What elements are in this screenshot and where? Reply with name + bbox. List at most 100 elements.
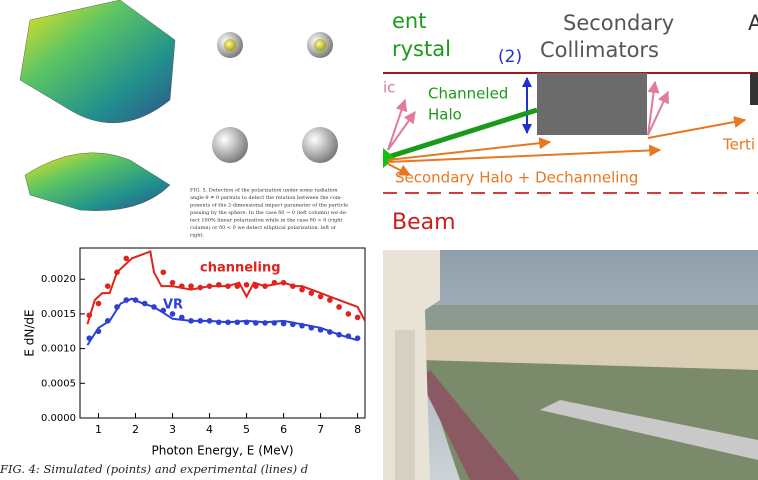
scatter-arrow	[388, 112, 415, 150]
label: Secondary Halo + Dechanneling	[395, 169, 638, 187]
series-point	[105, 318, 111, 324]
series-point	[207, 318, 213, 324]
caption-line: angle θ ≠ 0 permits to detect the relati…	[190, 195, 343, 201]
series-point	[179, 283, 185, 289]
series-point	[216, 282, 222, 288]
collimator	[537, 73, 647, 135]
surface-top	[20, 0, 175, 123]
series-point	[336, 304, 342, 310]
y-tick-label: 0.0000	[41, 413, 76, 424]
series-point	[244, 319, 250, 325]
label: Beam	[392, 210, 456, 235]
series-point	[151, 304, 157, 310]
series-point	[225, 319, 231, 325]
series-point	[114, 269, 120, 275]
series-point	[281, 321, 287, 327]
series-point	[160, 269, 166, 275]
series-point	[355, 335, 361, 341]
series-point	[170, 280, 176, 286]
label: Terti	[722, 136, 755, 154]
series-point	[197, 318, 203, 324]
series-point	[290, 283, 296, 289]
series-point	[346, 333, 352, 339]
series-point	[225, 283, 231, 289]
caption-line: passing by the sphere. In the case δ0 → …	[190, 209, 348, 216]
label: Channeled	[428, 85, 508, 103]
label: Halo	[428, 106, 462, 124]
series-label: VR	[163, 298, 183, 313]
series-point	[86, 335, 92, 341]
series-point	[216, 319, 222, 325]
label: A	[748, 11, 758, 35]
surface-bottom	[25, 153, 170, 211]
y-tick-label: 0.0010	[41, 344, 76, 355]
caption-line: right.	[190, 233, 204, 239]
series-point	[142, 301, 148, 307]
label: (2)	[498, 47, 522, 67]
sphere	[314, 39, 326, 51]
series-point	[197, 285, 203, 291]
collimator	[750, 73, 758, 105]
label: Collimators	[540, 38, 659, 62]
series-point	[207, 283, 213, 289]
series-point	[123, 297, 129, 303]
series-point	[299, 323, 305, 329]
plot-caption: FIG. 4: Simulated (points) and experimen…	[0, 462, 308, 476]
series-point	[133, 297, 139, 303]
series-point	[290, 322, 296, 328]
series-point	[355, 315, 361, 321]
series-point	[253, 320, 259, 326]
collage: FIG. 5. Detection of the polarization un…	[0, 0, 758, 480]
series-point	[253, 283, 259, 289]
series-point	[105, 283, 111, 289]
series-point	[123, 256, 129, 262]
caption-line: FIG. 5. Detection of the polarization un…	[190, 188, 338, 194]
x-tick-label: 6	[280, 423, 287, 436]
caption-line: column) or δ0 < 0 we detect elliptical p…	[190, 224, 337, 231]
sphere	[224, 39, 236, 51]
series-point	[309, 325, 315, 331]
series-point	[318, 294, 324, 300]
series-point	[309, 290, 315, 296]
x-tick-label: 5	[243, 423, 250, 436]
series-point	[346, 311, 352, 317]
series-point	[188, 318, 194, 324]
series-point	[262, 283, 268, 289]
series-label: channeling	[200, 261, 281, 276]
caption-line: ponents of the 2-dimensional impact para…	[190, 203, 348, 209]
sphere	[212, 127, 248, 163]
polarization-figure: FIG. 5. Detection of the polarization un…	[190, 32, 348, 239]
y-axis-label: E dN/dE	[23, 309, 37, 356]
x-tick-label: 8	[354, 423, 361, 436]
series-point	[179, 315, 185, 321]
diagram: ent rystal Secondary Collimators (2) A i…	[383, 9, 758, 235]
series-point	[235, 283, 241, 289]
series-point	[86, 313, 92, 319]
series-line	[87, 299, 357, 345]
scatter-arrow	[388, 100, 405, 150]
series-point	[281, 280, 287, 286]
x-tick-label: 2	[132, 423, 139, 436]
series-point	[235, 319, 241, 325]
sphere	[302, 127, 338, 163]
series-point	[299, 287, 305, 293]
label: ent	[392, 9, 426, 33]
label: ic	[383, 79, 395, 97]
x-tick-label: 3	[169, 423, 176, 436]
series-point	[272, 280, 278, 286]
series-point	[336, 332, 342, 338]
x-tick-label: 1	[95, 423, 102, 436]
series-point	[114, 304, 120, 310]
surface-plots	[20, 0, 175, 211]
series-point	[327, 297, 333, 303]
label: Secondary	[563, 11, 674, 35]
series-point	[327, 329, 333, 335]
series-point	[262, 320, 268, 326]
photo	[383, 250, 758, 480]
label: rystal	[392, 37, 451, 61]
y-tick-label: 0.0015	[41, 309, 76, 320]
caption-line: tect 100% linear polarization while in t…	[190, 217, 342, 224]
series-point	[244, 282, 250, 288]
series-point	[96, 301, 102, 307]
